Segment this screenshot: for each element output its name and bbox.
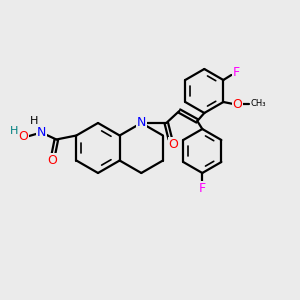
- Text: H: H: [30, 116, 38, 127]
- Text: O: O: [168, 137, 178, 151]
- Text: F: F: [233, 65, 240, 79]
- Text: O: O: [232, 98, 242, 110]
- Text: F: F: [199, 182, 206, 194]
- Text: O: O: [18, 130, 28, 143]
- Text: H: H: [10, 125, 19, 136]
- Text: N: N: [136, 116, 146, 130]
- Text: CH₃: CH₃: [250, 100, 266, 109]
- Text: N: N: [37, 126, 46, 139]
- Text: O: O: [47, 154, 57, 167]
